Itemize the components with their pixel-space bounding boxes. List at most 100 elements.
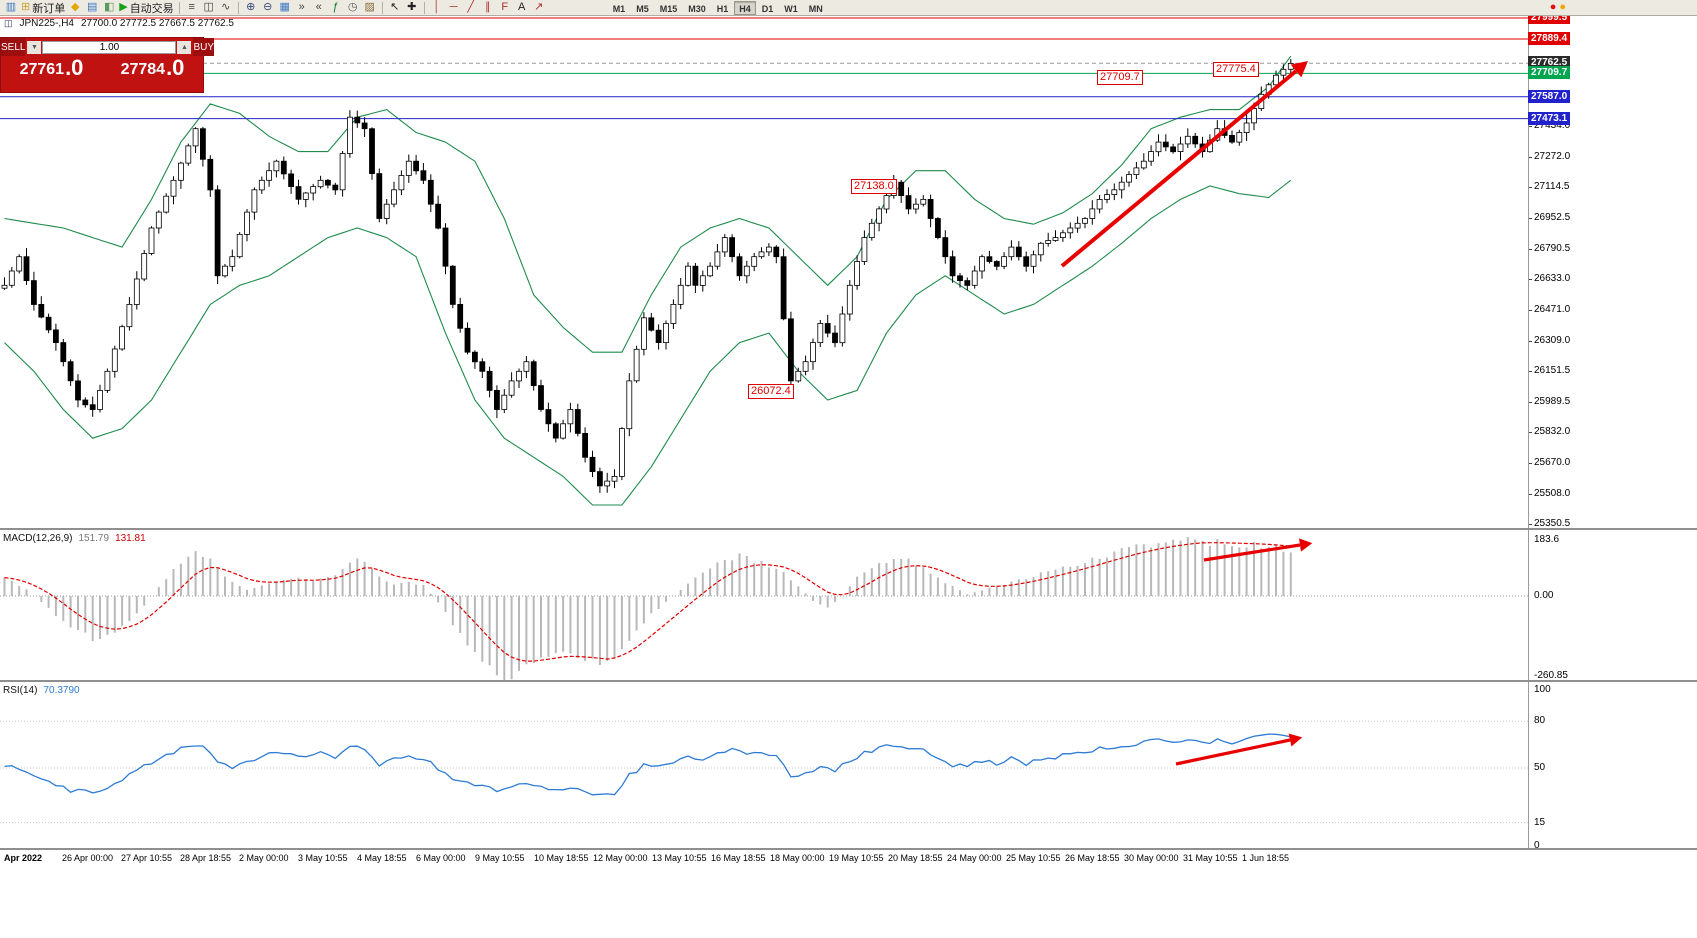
timeframe-h4-button[interactable]: H4 <box>734 0 756 15</box>
templates-icon[interactable]: ▨ <box>362 0 378 15</box>
trendline-icon[interactable]: ╱ <box>463 0 479 15</box>
connection-status-icon[interactable]: ● <box>1549 1 1557 13</box>
trade-panel-header-row: SELL ▼ ▲ BUY <box>1 38 215 56</box>
price-annotation-label[interactable]: 27138.0 <box>851 179 897 194</box>
toolbar-status-icons: ● ● <box>1550 0 1694 15</box>
bar-chart-icon[interactable]: ≡ <box>184 0 200 15</box>
symbols-icon[interactable]: ▥ <box>3 0 19 15</box>
buy-price-frac: .0 <box>166 55 185 80</box>
buy-button[interactable]: BUY <box>193 38 215 56</box>
price-tick-label: 25832.0 <box>1534 426 1571 438</box>
rsi-canvas[interactable] <box>0 682 1528 848</box>
volume-increase-button[interactable]: ▲ <box>177 40 192 54</box>
macd-main-value: 151.79 <box>78 533 110 544</box>
text-icon[interactable]: A <box>514 0 530 15</box>
volume-input[interactable] <box>42 40 177 54</box>
cursor-icon[interactable]: ↖ <box>387 0 403 15</box>
line-chart-icon[interactable]: ∿ <box>218 0 234 15</box>
price-annotation-label[interactable]: 27775.4 <box>1213 62 1259 77</box>
panel-separator[interactable] <box>0 528 1697 530</box>
timeframe-h1-button[interactable]: H1 <box>716 3 729 14</box>
auto-scroll-icon[interactable]: » <box>294 0 310 15</box>
time-tick-label: 27 Apr 10:55 <box>121 853 173 863</box>
time-tick-label: 18 May 00:00 <box>770 853 825 863</box>
price-annotation-label[interactable]: 26072.4 <box>748 384 794 399</box>
price-tick-label: 183.6 <box>1534 533 1560 545</box>
macd-name: MACD(12,26,9) <box>3 533 73 544</box>
time-tick-label: 16 May 18:55 <box>711 853 766 863</box>
trend-arrow[interactable] <box>1060 61 1308 268</box>
indicators-icon[interactable]: ƒ <box>328 0 344 15</box>
sell-price-button[interactable]: 27761.0 <box>1 56 102 92</box>
cursor-icon: ↖ <box>390 1 400 13</box>
candlestick-chart-icon[interactable]: ◫ <box>201 0 217 15</box>
price-tick-label: 25989.5 <box>1534 395 1571 407</box>
buy-price-button[interactable]: 27784.0 <box>102 56 203 92</box>
horizontal-line-icon[interactable]: ─ <box>446 0 462 15</box>
chart-ohlc-values: 27700.0 27772.5 27667.5 27762.5 <box>80 18 234 29</box>
time-axis[interactable]: Apr 2022 26 Apr 00:00 27 Apr 10:55 28 Apr 1… <box>0 850 1528 868</box>
new-order-button[interactable]: ⊞ 新订单 <box>20 0 66 15</box>
price-tick-label: 26309.0 <box>1534 334 1571 346</box>
trend-arrow[interactable] <box>1175 733 1303 766</box>
timeframe-m5-button[interactable]: M5 <box>636 3 649 14</box>
sell-button[interactable]: SELL <box>1 38 26 56</box>
timeframe-w1-button[interactable]: W1 <box>784 3 798 14</box>
timeframe-mn-button[interactable]: MN <box>808 3 823 14</box>
time-tick-label: 4 May 18:55 <box>357 853 407 863</box>
time-tick-label: 26 Apr 00:00 <box>62 853 114 863</box>
macd-canvas[interactable] <box>0 530 1528 680</box>
timeframe-d1-button[interactable]: D1 <box>761 3 774 14</box>
data-window-icon[interactable]: ◧ <box>101 0 117 15</box>
chart-panel: ◫ JPN225-,H4 27700.0 27772.5 27667.5 277… <box>0 16 1528 528</box>
arrow-tool-icon[interactable]: ↗ <box>531 0 547 15</box>
periods-icon[interactable]: ◷ <box>345 0 361 15</box>
price-level-badge: 27889.4 <box>1528 32 1571 45</box>
price-annotation-label[interactable]: 27709.7 <box>1097 70 1143 85</box>
auto-trading-button[interactable]: ▶ 自动交易 <box>118 0 174 15</box>
zoom-in-icon: ⊕ <box>246 1 256 13</box>
price-tick-label: 27114.5 <box>1534 181 1570 193</box>
horizontal-line-icon: ─ <box>449 1 458 13</box>
chart-shift-icon[interactable]: « <box>311 0 327 15</box>
channel-icon[interactable]: ∥ <box>480 0 496 15</box>
time-tick-label: 6 May 00:00 <box>416 853 466 863</box>
notifications-icon[interactable]: ● <box>1559 1 1566 13</box>
chart-shift-icon: « <box>315 1 322 13</box>
auto-trading-icon: ▶ <box>119 1 128 13</box>
time-tick-label: 28 Apr 18:55 <box>180 853 232 863</box>
zoom-in-icon[interactable]: ⊕ <box>243 0 259 15</box>
timeframe-m30-button[interactable]: M30 <box>688 3 706 14</box>
timeframe-m15-button[interactable]: M15 <box>659 3 678 14</box>
price-level-badge: 27473.1 <box>1528 112 1571 125</box>
tile-windows-icon[interactable]: ▦ <box>277 0 293 15</box>
panel-separator[interactable] <box>0 848 1697 850</box>
toolbar-separator <box>423 1 425 14</box>
volume-decrease-button[interactable]: ▼ <box>27 40 42 54</box>
panel-separator[interactable] <box>0 680 1697 682</box>
new-order-button-label: 新订单 <box>32 2 66 15</box>
trend-arrow[interactable] <box>1203 538 1313 562</box>
price-tick-label: 26952.5 <box>1534 212 1571 223</box>
crosshair-icon[interactable]: ✚ <box>404 0 420 15</box>
fibonacci-icon[interactable]: F <box>497 0 513 15</box>
price-axis[interactable]: 27434.0 27272.0 27114.5 26952.5 26790.5 26633… <box>1528 11 1697 851</box>
price-tick-label: -260.85 <box>1534 669 1568 681</box>
buy-price-main: 27784 <box>120 61 166 78</box>
vertical-line-icon: │ <box>433 1 441 13</box>
volume-control: ▼ ▲ <box>25 38 194 56</box>
fibonacci-icon: F <box>501 1 509 13</box>
candlestick-chart-icon: ◫ <box>203 1 214 13</box>
market-watch-icon[interactable]: ▤ <box>84 0 100 15</box>
vertical-line-icon[interactable]: │ <box>429 0 445 15</box>
toolbar-separator <box>237 1 239 14</box>
favorites-icon[interactable]: ◆ <box>67 0 83 15</box>
rsi-name: RSI(14) <box>3 685 38 696</box>
time-tick-label: Apr 2022 <box>4 853 43 863</box>
main-chart-canvas[interactable] <box>0 16 1528 528</box>
timeframe-m1-button[interactable]: M1 <box>612 3 626 14</box>
trade-panel-price-row: 27761.0 27784.0 <box>1 56 203 92</box>
zoom-out-icon[interactable]: ⊖ <box>260 0 276 15</box>
time-tick-label: 31 May 10:55 <box>1183 853 1238 863</box>
price-tick-label: 25670.0 <box>1534 456 1571 468</box>
